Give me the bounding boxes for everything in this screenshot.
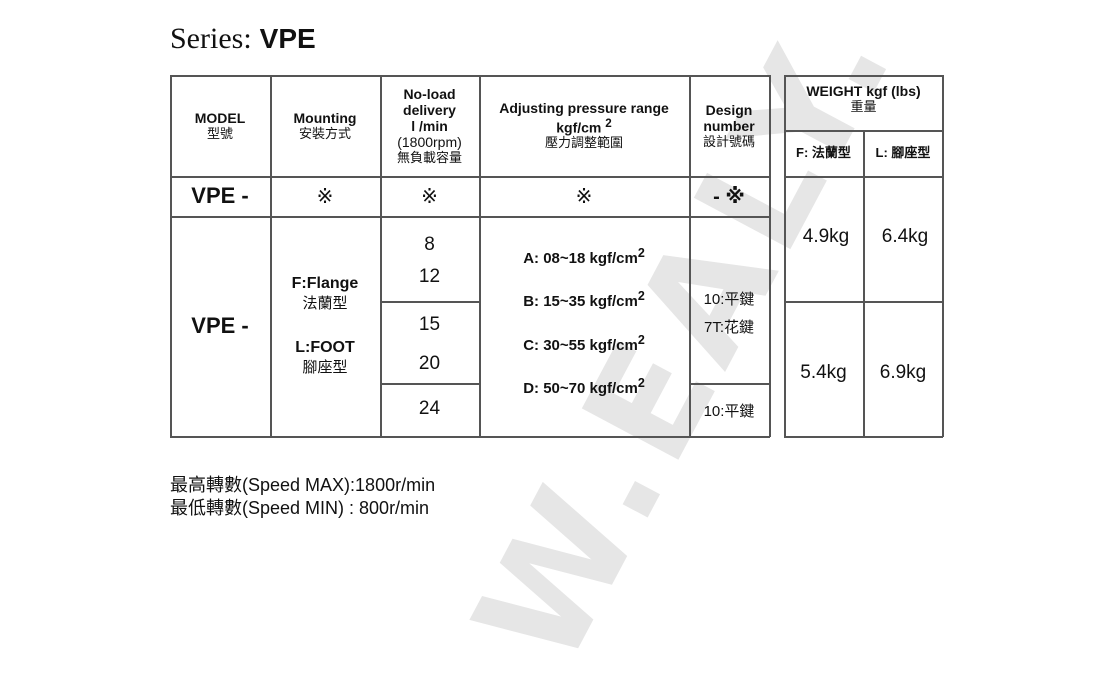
delivery-value: 8 <box>424 234 435 255</box>
code-model: VPE - <box>191 183 249 208</box>
delivery-value: 15 <box>418 314 441 335</box>
weight-sub-l: L: 腳座型 <box>875 145 931 160</box>
delivery-value: 12 <box>418 266 441 287</box>
delivery-value: 24 <box>418 398 441 419</box>
weight-value: 6.4kg <box>881 226 929 247</box>
code-delivery: ※ <box>421 185 438 208</box>
weight-value: 4.9kg <box>802 226 850 247</box>
code-mounting: ※ <box>316 185 334 208</box>
series-name: VPE <box>259 23 316 54</box>
pressure-option-d: D: 50~70 kgf/cm2 <box>523 375 645 397</box>
header-design: Design number 設計號碼 <box>702 101 755 149</box>
weight-value: 5.4kg <box>800 362 847 383</box>
weight-value: 6.9kg <box>879 362 927 383</box>
delivery-value: 20 <box>418 353 441 374</box>
page-title: Series: VPE <box>170 22 316 56</box>
header-delivery: No-load delivery l /min (1800rpm) 無負載容量 <box>396 85 462 165</box>
speed-max-note: 最高轉數(Speed MAX):1800r/min <box>170 475 436 495</box>
series-label: Series: <box>170 22 252 55</box>
header-model: MODEL 型號 <box>194 109 246 141</box>
header-mounting: Mounting 安裝方式 <box>293 109 357 141</box>
code-design: - ※ <box>713 185 745 208</box>
body-mounting: F:Flange 法蘭型 L:FOOT 腳座型 <box>291 275 359 376</box>
body-model: VPE - <box>191 313 249 338</box>
pressure-option-c: C: 30~55 kgf/cm2 <box>523 332 645 354</box>
design-option: 10:平鍵 <box>703 402 755 420</box>
design-options: 10:平鍵 7T:花鍵 <box>703 291 755 336</box>
speed-min-note: 最低轉數(Speed MIN) : 800r/min <box>170 498 430 518</box>
weight-sub-f: F: 法蘭型 <box>796 145 851 160</box>
header-pressure: Adjusting pressure range kgf/cm 2 壓力調整範圍 <box>499 99 669 151</box>
weight-header: WEIGHT kgf (lbs) 重量 <box>806 83 921 114</box>
code-pressure: ※ <box>575 185 593 208</box>
pressure-option-a: A: 08~18 kgf/cm2 <box>523 245 645 267</box>
pressure-option-b: B: 15~35 kgf/cm2 <box>523 288 645 310</box>
